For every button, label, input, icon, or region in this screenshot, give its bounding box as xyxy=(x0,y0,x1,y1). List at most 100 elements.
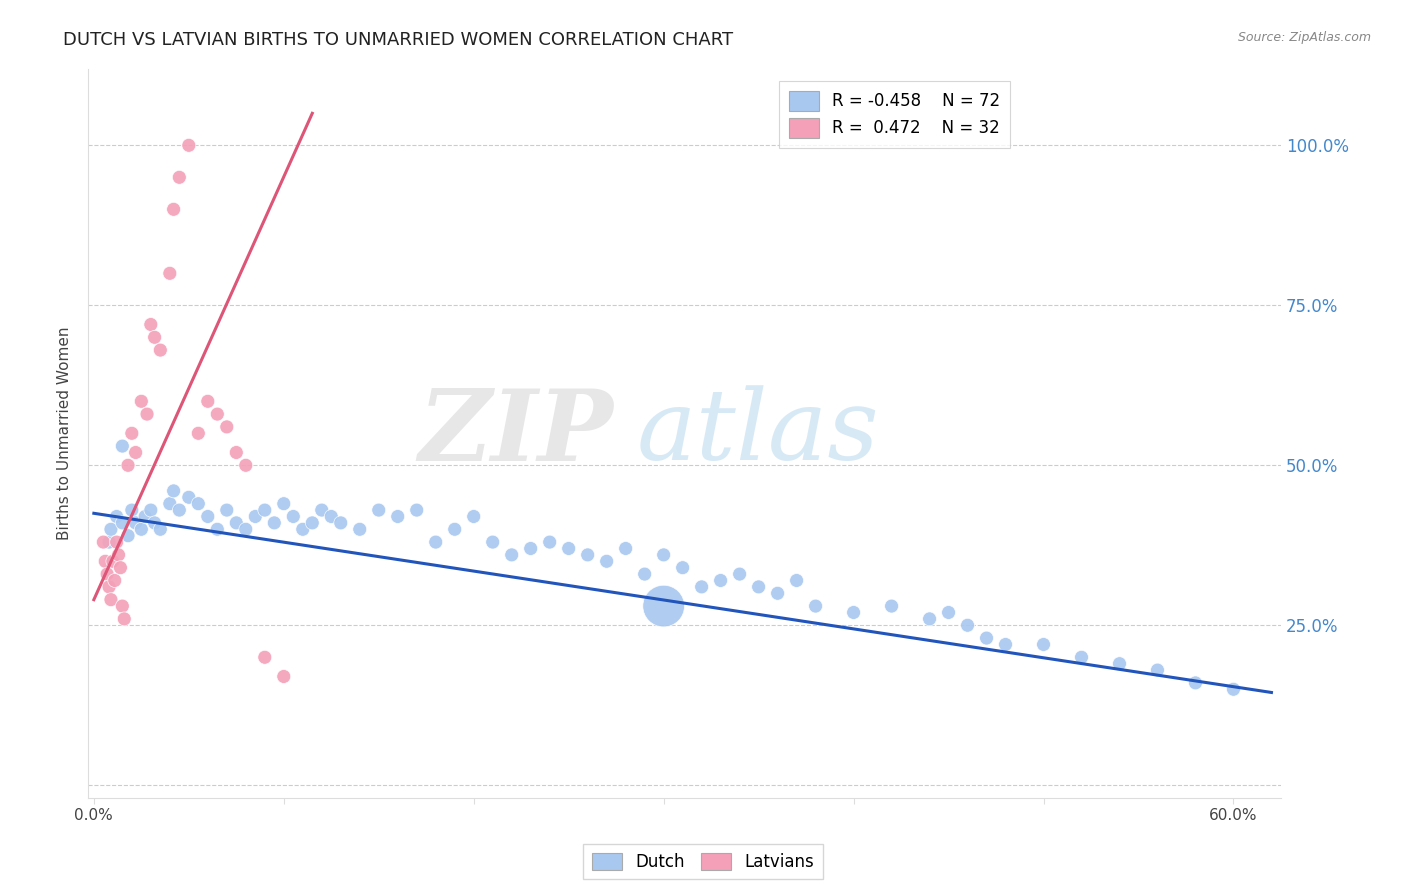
Point xyxy=(956,618,979,632)
Point xyxy=(215,503,238,517)
Point xyxy=(672,560,695,574)
Point xyxy=(96,567,118,582)
Point xyxy=(100,522,122,536)
Point xyxy=(283,509,305,524)
Point xyxy=(136,407,159,421)
Point xyxy=(197,394,219,409)
Legend: Dutch, Latvians: Dutch, Latvians xyxy=(583,845,823,880)
Point xyxy=(311,503,333,517)
Text: atlas: atlas xyxy=(637,385,880,481)
Point xyxy=(253,503,276,517)
Point xyxy=(538,535,561,549)
Point xyxy=(131,394,153,409)
Point xyxy=(880,599,903,613)
Point xyxy=(101,554,124,568)
Point xyxy=(481,535,503,549)
Point xyxy=(1070,650,1092,665)
Point xyxy=(245,509,267,524)
Point xyxy=(197,509,219,524)
Point xyxy=(273,497,295,511)
Point xyxy=(94,554,117,568)
Point xyxy=(425,535,447,549)
Point xyxy=(207,522,229,536)
Point xyxy=(443,522,465,536)
Point xyxy=(786,574,808,588)
Point xyxy=(110,560,132,574)
Point xyxy=(595,554,617,568)
Point xyxy=(124,516,146,530)
Point xyxy=(225,445,247,459)
Point xyxy=(1108,657,1130,671)
Point xyxy=(143,330,166,344)
Point xyxy=(139,503,162,517)
Point xyxy=(169,503,191,517)
Point xyxy=(105,535,128,549)
Point xyxy=(263,516,285,530)
Point xyxy=(804,599,827,613)
Point xyxy=(107,548,129,562)
Point xyxy=(387,509,409,524)
Point xyxy=(117,458,139,473)
Point xyxy=(1222,682,1244,697)
Point xyxy=(918,612,941,626)
Point xyxy=(994,638,1017,652)
Text: ZIP: ZIP xyxy=(418,385,613,482)
Point xyxy=(652,548,675,562)
Point xyxy=(93,535,115,549)
Point xyxy=(134,509,156,524)
Point xyxy=(159,497,181,511)
Point xyxy=(710,574,733,588)
Point xyxy=(349,522,371,536)
Point xyxy=(149,522,172,536)
Point xyxy=(301,516,323,530)
Legend: R = -0.458    N = 72, R =  0.472    N = 32: R = -0.458 N = 72, R = 0.472 N = 32 xyxy=(779,80,1010,148)
Point xyxy=(463,509,485,524)
Point xyxy=(614,541,637,556)
Point xyxy=(291,522,314,536)
Point xyxy=(253,650,276,665)
Point xyxy=(105,509,128,524)
Point xyxy=(104,574,127,588)
Point xyxy=(177,138,200,153)
Point xyxy=(169,170,191,185)
Point xyxy=(1146,663,1168,677)
Point xyxy=(121,426,143,441)
Point xyxy=(162,483,184,498)
Point xyxy=(187,426,209,441)
Point xyxy=(557,541,579,556)
Point xyxy=(1032,638,1054,652)
Point xyxy=(149,343,172,357)
Point xyxy=(273,669,295,683)
Point xyxy=(235,522,257,536)
Point xyxy=(111,439,134,453)
Point xyxy=(842,606,865,620)
Point xyxy=(728,567,751,582)
Point xyxy=(100,592,122,607)
Point xyxy=(405,503,427,517)
Point xyxy=(131,522,153,536)
Point xyxy=(139,318,162,332)
Point xyxy=(634,567,657,582)
Point xyxy=(329,516,352,530)
Point xyxy=(976,631,998,645)
Point xyxy=(1184,676,1206,690)
Point xyxy=(159,266,181,280)
Point xyxy=(143,516,166,530)
Point xyxy=(748,580,770,594)
Point xyxy=(207,407,229,421)
Point xyxy=(235,458,257,473)
Y-axis label: Births to Unmarried Women: Births to Unmarried Women xyxy=(58,326,72,540)
Point xyxy=(501,548,523,562)
Point xyxy=(111,599,134,613)
Point xyxy=(187,497,209,511)
Point xyxy=(112,612,135,626)
Point xyxy=(124,445,146,459)
Text: DUTCH VS LATVIAN BIRTHS TO UNMARRIED WOMEN CORRELATION CHART: DUTCH VS LATVIAN BIRTHS TO UNMARRIED WOM… xyxy=(63,31,734,49)
Point xyxy=(938,606,960,620)
Point xyxy=(321,509,343,524)
Point xyxy=(162,202,184,217)
Point xyxy=(98,535,121,549)
Point xyxy=(225,516,247,530)
Point xyxy=(576,548,599,562)
Point xyxy=(367,503,389,517)
